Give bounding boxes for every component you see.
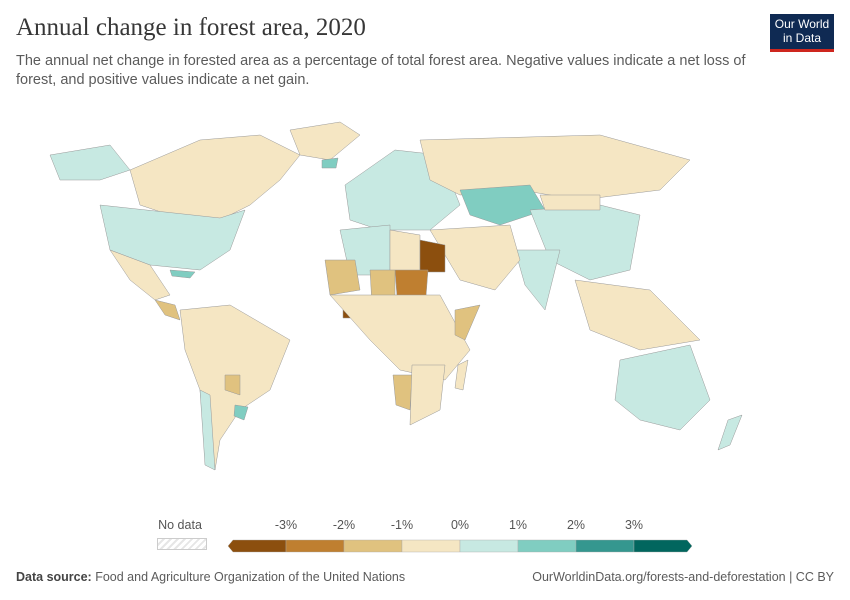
source-text: Food and Agriculture Organization of the… (95, 570, 406, 584)
country-new-zealand[interactable] (717, 414, 743, 451)
no-data-swatch (157, 538, 207, 550)
country-paraguay[interactable] (224, 374, 241, 396)
country-southern-africa[interactable] (409, 364, 446, 426)
country-middle-east[interactable] (429, 224, 521, 291)
owid-logo[interactable]: Our World in Data (770, 14, 834, 52)
country-india[interactable] (514, 249, 561, 311)
legend-bin[interactable] (575, 539, 635, 553)
subtitle: The annual net change in forested area a… (16, 53, 746, 88)
source-url-link[interactable]: OurWorldinData.org/forests-and-deforesta… (532, 570, 834, 584)
country-egypt[interactable] (419, 239, 446, 273)
country-cuba[interactable] (169, 269, 196, 279)
page-title: Annual change in forest area, 2020 (16, 14, 366, 41)
country-chile[interactable] (199, 389, 216, 471)
country-australia[interactable] (614, 344, 711, 431)
no-data-label: No data (158, 518, 202, 532)
country-mexico[interactable] (109, 249, 171, 301)
country-kazakhstan[interactable] (459, 184, 546, 226)
country-southeast-asia[interactable] (574, 279, 701, 351)
legend-bin[interactable] (459, 539, 519, 553)
legend-tick: -2% (332, 518, 356, 532)
country-canada[interactable] (129, 134, 301, 221)
legend-tick: -1% (390, 518, 414, 532)
country-somalia[interactable] (454, 304, 481, 341)
legend-tick: 2% (566, 518, 586, 532)
logo-line2: in Data (782, 31, 822, 45)
legend-bin[interactable] (517, 539, 577, 553)
legend-tick: -3% (274, 518, 298, 532)
country-mali[interactable] (324, 259, 361, 296)
country-central-america[interactable] (154, 299, 181, 321)
country-libya[interactable] (389, 229, 421, 276)
legend-bin[interactable] (401, 539, 461, 553)
country-iceland[interactable] (321, 157, 339, 169)
country-greenland[interactable] (289, 121, 361, 161)
legend-tick: 0% (450, 518, 470, 532)
logo-line1: Our World (774, 17, 830, 31)
world-map (49, 121, 743, 471)
country-mongolia[interactable] (539, 194, 601, 211)
legend-bin[interactable] (633, 539, 693, 553)
country-alaska[interactable] (49, 144, 131, 181)
country-madagascar[interactable] (454, 359, 469, 391)
source-label: Data source: (16, 570, 92, 584)
legend-bin[interactable] (343, 539, 403, 553)
country-namibia[interactable] (392, 374, 413, 411)
legend-bin[interactable] (285, 539, 345, 553)
legend-bin[interactable] (227, 539, 287, 553)
legend-tick: 1% (508, 518, 528, 532)
data-source: Data source: Food and Agriculture Organi… (16, 570, 405, 584)
country-uruguay[interactable] (233, 404, 249, 421)
legend-tick: 3% (624, 518, 644, 532)
country-central-africa[interactable] (329, 294, 471, 381)
legend-color-bar (227, 539, 693, 553)
